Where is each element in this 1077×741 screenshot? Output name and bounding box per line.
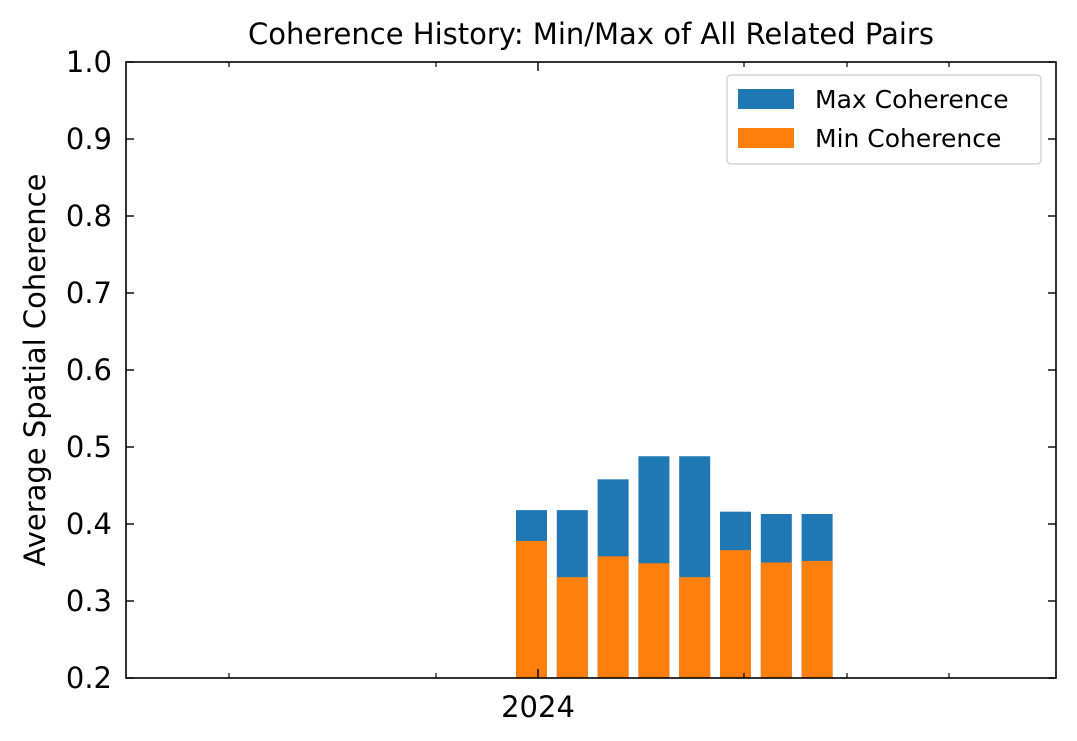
legend-swatch-1 — [738, 89, 794, 109]
bar-min-2 — [556, 577, 588, 678]
y-axis-label: Average Spatial Coherence — [18, 174, 52, 567]
y-tick-label-0: 0.2 — [66, 661, 112, 695]
chart-title: Coherence History: Min/Max of All Relate… — [248, 17, 934, 51]
y-tick-label-3: 0.5 — [66, 430, 112, 464]
legend-swatch-2 — [738, 128, 794, 148]
axis-ticks: 0.2 0.3 0.4 0.5 0.6 0.7 0.8 0.9 1.0 2024 — [66, 45, 1056, 724]
bar-min-8 — [801, 560, 833, 678]
y-tick-label-7: 0.9 — [66, 122, 112, 156]
y-tick-label-4: 0.6 — [66, 353, 112, 387]
legend-label-1: Max Coherence — [815, 85, 1009, 114]
legend-box — [726, 74, 1042, 165]
legend-label-2: Min Coherence — [815, 124, 1001, 153]
bars — [516, 456, 833, 678]
bar-min-7 — [760, 562, 792, 678]
bar-min-4 — [638, 563, 670, 678]
y-tick-label-2: 0.4 — [66, 507, 112, 541]
bar-min-5 — [679, 577, 711, 678]
y-tick-label-5: 0.7 — [66, 276, 112, 310]
plot-frame — [125, 61, 1057, 679]
y-tick-label-6: 0.8 — [66, 199, 112, 233]
legend: Max Coherence Min Coherence — [726, 74, 1042, 165]
y-tick-label-8: 1.0 — [66, 45, 112, 79]
bar-min-3 — [597, 556, 629, 678]
x-tick-label: 2024 — [501, 690, 575, 724]
y-tick-label-1: 0.3 — [66, 584, 112, 618]
bar-min-6 — [720, 550, 751, 678]
bar-min-1 — [516, 540, 547, 678]
